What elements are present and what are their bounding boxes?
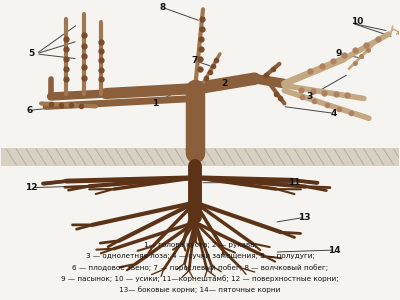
Text: 5: 5: [28, 50, 34, 58]
Text: 11: 11: [288, 178, 300, 187]
Text: 4: 4: [331, 109, 337, 118]
Text: 10: 10: [351, 17, 363, 26]
Text: 1: 1: [152, 99, 158, 108]
Text: 3: 3: [306, 92, 312, 101]
Text: 13— боковые корни; 14— пяточные корни: 13— боковые корни; 14— пяточные корни: [119, 286, 281, 292]
Text: 8: 8: [159, 3, 165, 12]
Bar: [1, 148, 399, 166]
Text: 7: 7: [192, 56, 198, 65]
Text: 9: 9: [336, 50, 342, 58]
Text: 13: 13: [298, 213, 310, 222]
Text: 12: 12: [25, 183, 38, 192]
Text: 9 — пасынок; 10 — усики; 11—корнештамб; 12 — поверхностные корни;: 9 — пасынок; 10 — усики; 11—корнештамб; …: [61, 275, 339, 282]
Text: 3 — однолетняя лоза; 4 — сучки замещения; 5 — полудуги;: 3 — однолетняя лоза; 4 — сучки замещения…: [86, 253, 314, 259]
Text: 14: 14: [328, 246, 340, 255]
Text: 1— голова куста; 2 — рукава;: 1— голова куста; 2 — рукава;: [144, 242, 256, 248]
Text: 6 — плодовое звено; 7 — порослевый побег; 8 — волчковый побег;: 6 — плодовое звено; 7 — порослевый побег…: [72, 264, 328, 271]
Text: 6: 6: [26, 106, 32, 115]
Text: 2: 2: [222, 79, 228, 88]
